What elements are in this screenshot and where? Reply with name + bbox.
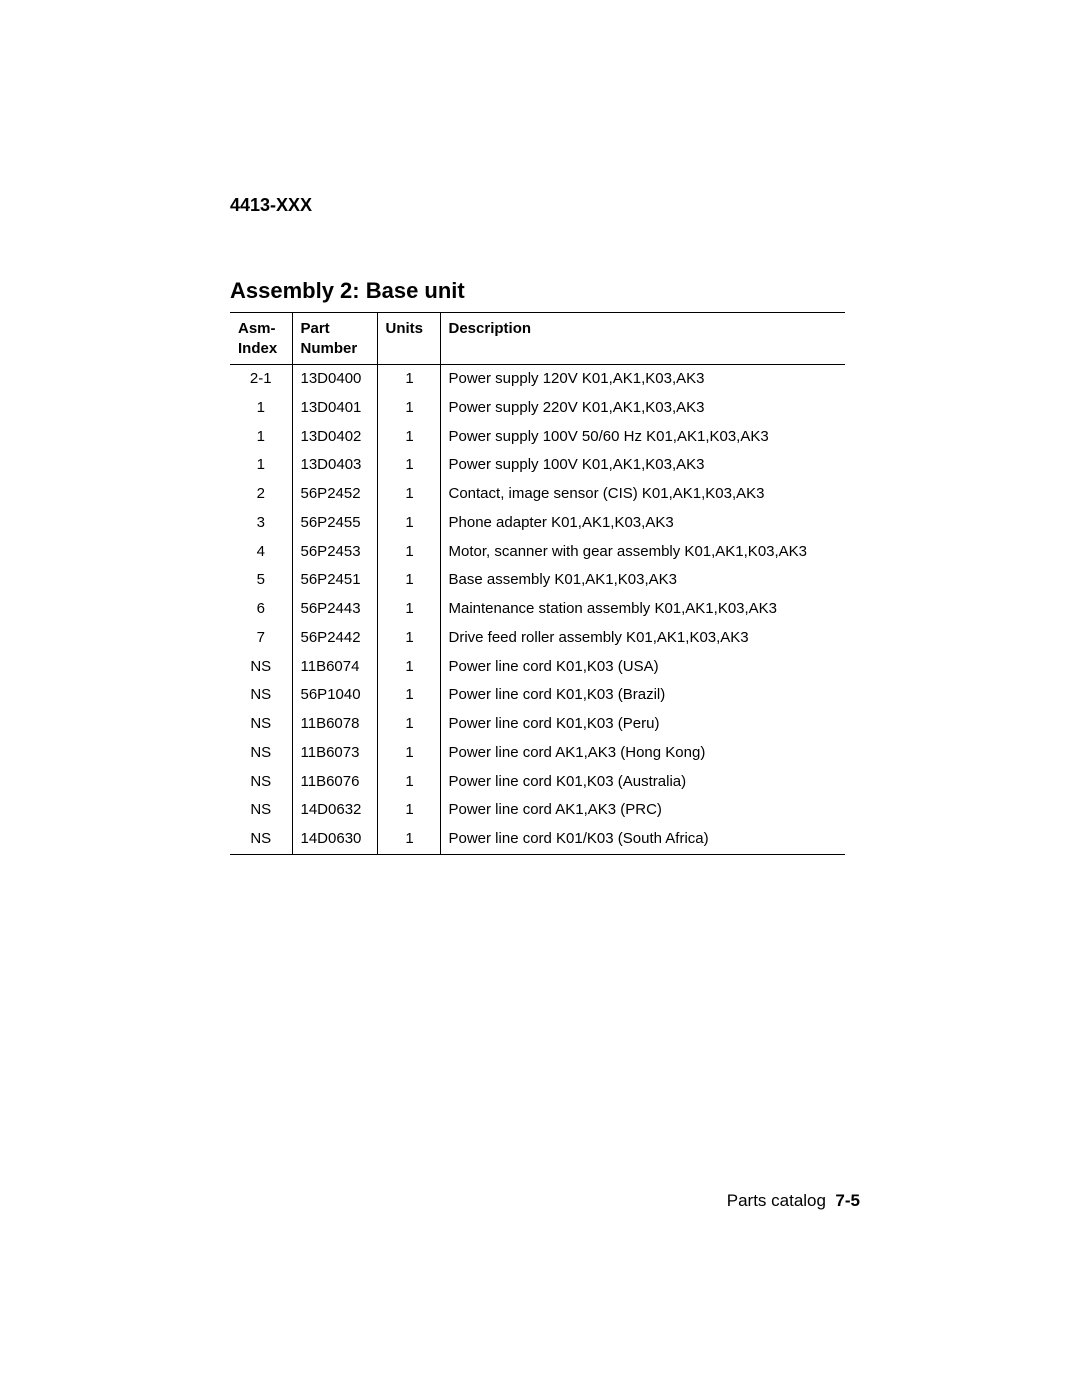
cell-part: 14D0630 <box>292 825 377 854</box>
cell-desc: Power line cord AK1,AK3 (PRC) <box>440 796 845 825</box>
cell-part: 11B6074 <box>292 653 377 682</box>
footer-label: Parts catalog <box>727 1191 826 1210</box>
table-row: NS14D06301Power line cord K01/K03 (South… <box>230 825 845 854</box>
cell-desc: Power supply 120V K01,AK1,K03,AK3 <box>440 365 845 394</box>
cell-desc: Contact, image sensor (CIS) K01,AK1,K03,… <box>440 480 845 509</box>
table-row: 113D04011Power supply 220V K01,AK1,K03,A… <box>230 394 845 423</box>
cell-asm: 3 <box>230 509 292 538</box>
cell-units: 1 <box>377 394 440 423</box>
cell-units: 1 <box>377 710 440 739</box>
cell-units: 1 <box>377 509 440 538</box>
cell-part: 11B6078 <box>292 710 377 739</box>
cell-part: 56P2455 <box>292 509 377 538</box>
cell-part: 56P2443 <box>292 595 377 624</box>
cell-desc: Power line cord K01,K03 (Brazil) <box>440 681 845 710</box>
cell-units: 1 <box>377 653 440 682</box>
cell-asm: NS <box>230 710 292 739</box>
table-row: 113D04031Power supply 100V K01,AK1,K03,A… <box>230 451 845 480</box>
cell-units: 1 <box>377 566 440 595</box>
cell-units: 1 <box>377 480 440 509</box>
cell-units: 1 <box>377 624 440 653</box>
table-row: 756P24421Drive feed roller assembly K01,… <box>230 624 845 653</box>
cell-desc: Motor, scanner with gear assembly K01,AK… <box>440 538 845 567</box>
cell-desc: Power supply 100V 50/60 Hz K01,AK1,K03,A… <box>440 423 845 452</box>
cell-asm: 5 <box>230 566 292 595</box>
col-units: Units <box>377 313 440 365</box>
cell-desc: Drive feed roller assembly K01,AK1,K03,A… <box>440 624 845 653</box>
table-row: 113D04021Power supply 100V 50/60 Hz K01,… <box>230 423 845 452</box>
cell-desc: Phone adapter K01,AK1,K03,AK3 <box>440 509 845 538</box>
cell-asm: NS <box>230 796 292 825</box>
cell-units: 1 <box>377 796 440 825</box>
cell-desc: Power line cord AK1,AK3 (Hong Kong) <box>440 739 845 768</box>
cell-part: 13D0401 <box>292 394 377 423</box>
table-row: NS11B60781Power line cord K01,K03 (Peru) <box>230 710 845 739</box>
col-part-number: Part Number <box>292 313 377 365</box>
cell-units: 1 <box>377 768 440 797</box>
cell-asm: 4 <box>230 538 292 567</box>
col-asm-index: Asm- Index <box>230 313 292 365</box>
table-row: NS11B60741Power line cord K01,K03 (USA) <box>230 653 845 682</box>
cell-asm: NS <box>230 768 292 797</box>
page-footer: Parts catalog 7-5 <box>727 1191 860 1211</box>
cell-asm: 1 <box>230 394 292 423</box>
table-row: 2-113D04001Power supply 120V K01,AK1,K03… <box>230 365 845 394</box>
cell-desc: Power supply 100V K01,AK1,K03,AK3 <box>440 451 845 480</box>
page-content: 4413-XXX Assembly 2: Base unit Asm- Inde… <box>0 0 1080 855</box>
table-row: NS11B60761Power line cord K01,K03 (Austr… <box>230 768 845 797</box>
cell-part: 56P2451 <box>292 566 377 595</box>
model-header: 4413-XXX <box>230 195 860 216</box>
table-row: NS11B60731Power line cord AK1,AK3 (Hong … <box>230 739 845 768</box>
cell-part: 56P2442 <box>292 624 377 653</box>
section-title: Assembly 2: Base unit <box>230 278 860 304</box>
cell-part: 13D0403 <box>292 451 377 480</box>
cell-asm: NS <box>230 825 292 854</box>
cell-asm: 1 <box>230 451 292 480</box>
cell-desc: Base assembly K01,AK1,K03,AK3 <box>440 566 845 595</box>
cell-part: 56P1040 <box>292 681 377 710</box>
table-row: 556P24511Base assembly K01,AK1,K03,AK3 <box>230 566 845 595</box>
cell-part: 14D0632 <box>292 796 377 825</box>
col-description: Description <box>440 313 845 365</box>
table-row: 656P24431Maintenance station assembly K0… <box>230 595 845 624</box>
table-row: 256P24521Contact, image sensor (CIS) K01… <box>230 480 845 509</box>
cell-part: 13D0402 <box>292 423 377 452</box>
cell-desc: Power line cord K01,K03 (USA) <box>440 653 845 682</box>
cell-units: 1 <box>377 423 440 452</box>
cell-asm: 2-1 <box>230 365 292 394</box>
table-header-row: Asm- Index Part Number Units Description <box>230 313 845 365</box>
cell-units: 1 <box>377 739 440 768</box>
cell-asm: 2 <box>230 480 292 509</box>
cell-units: 1 <box>377 595 440 624</box>
parts-table: Asm- Index Part Number Units Description… <box>230 312 845 855</box>
cell-part: 13D0400 <box>292 365 377 394</box>
cell-part: 11B6073 <box>292 739 377 768</box>
cell-desc: Power line cord K01/K03 (South Africa) <box>440 825 845 854</box>
cell-part: 56P2453 <box>292 538 377 567</box>
table-row: 356P24551Phone adapter K01,AK1,K03,AK3 <box>230 509 845 538</box>
cell-units: 1 <box>377 451 440 480</box>
cell-asm: NS <box>230 739 292 768</box>
table-row: 456P24531Motor, scanner with gear assemb… <box>230 538 845 567</box>
cell-units: 1 <box>377 681 440 710</box>
cell-asm: 6 <box>230 595 292 624</box>
table-row: NS56P10401Power line cord K01,K03 (Brazi… <box>230 681 845 710</box>
cell-desc: Power line cord K01,K03 (Australia) <box>440 768 845 797</box>
cell-units: 1 <box>377 825 440 854</box>
cell-desc: Power line cord K01,K03 (Peru) <box>440 710 845 739</box>
cell-asm: 7 <box>230 624 292 653</box>
cell-asm: NS <box>230 681 292 710</box>
table-row: NS14D06321Power line cord AK1,AK3 (PRC) <box>230 796 845 825</box>
cell-part: 11B6076 <box>292 768 377 797</box>
cell-desc: Maintenance station assembly K01,AK1,K03… <box>440 595 845 624</box>
cell-part: 56P2452 <box>292 480 377 509</box>
table-body: 2-113D04001Power supply 120V K01,AK1,K03… <box>230 365 845 855</box>
footer-page-number: 7-5 <box>835 1191 860 1210</box>
cell-asm: 1 <box>230 423 292 452</box>
cell-units: 1 <box>377 538 440 567</box>
cell-desc: Power supply 220V K01,AK1,K03,AK3 <box>440 394 845 423</box>
cell-asm: NS <box>230 653 292 682</box>
cell-units: 1 <box>377 365 440 394</box>
